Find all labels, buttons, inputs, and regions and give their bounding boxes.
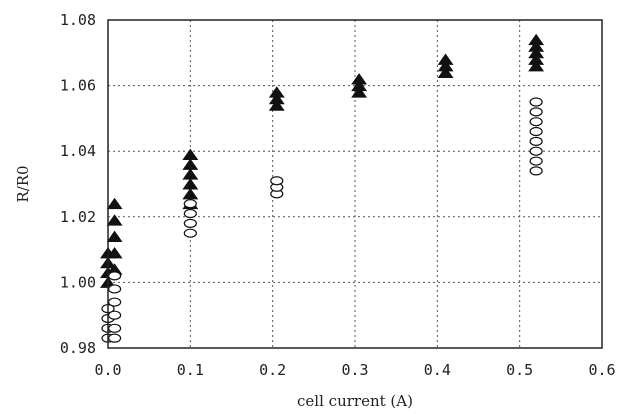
y-tick-label: 1.06 [60, 77, 96, 95]
tick-labels: 0.0 0.1 0.2 0.3 0.4 0.5 0.6 0.98 1.00 1.02 1.04 1.0… [60, 11, 616, 379]
data-point-triangle [437, 60, 454, 72]
data-point-circle [529, 97, 543, 107]
data-point-triangle [528, 53, 545, 65]
data-point-triangle [528, 40, 545, 52]
data-point-circle [529, 166, 543, 176]
data-point-circle [529, 146, 543, 156]
data-point-triangle [437, 53, 454, 65]
data-point-triangle [182, 187, 199, 200]
data-point-circle [529, 126, 543, 137]
data-point-circle [107, 310, 122, 320]
data-marks [100, 33, 545, 343]
data-point-circle [529, 136, 543, 146]
y-axis-label: R/R0 [14, 165, 32, 202]
data-point-circle [270, 176, 284, 186]
y-tick-label: 1.08 [60, 11, 96, 29]
data-point-circle [107, 271, 122, 281]
x-tick-label: 0.0 [94, 361, 121, 379]
data-point-circle [183, 199, 197, 209]
data-point-triangle [182, 168, 199, 180]
data-point-triangle [351, 79, 368, 92]
data-point-triangle [106, 247, 123, 259]
data-point-triangle [106, 214, 123, 226]
data-point-circle [183, 208, 197, 219]
y-tick-label: 1.02 [60, 208, 96, 226]
data-point-triangle [351, 86, 368, 98]
data-point-circle [107, 297, 122, 307]
data-point-circle [183, 218, 197, 228]
data-point-triangle [106, 197, 123, 210]
plot-frame [107, 19, 603, 349]
data-point-triangle [182, 178, 199, 190]
data-point-triangle [528, 60, 545, 72]
grid [108, 20, 602, 348]
data-point-triangle [437, 66, 454, 78]
data-point-triangle [182, 158, 199, 170]
x-tick-label: 0.2 [259, 361, 286, 379]
data-point-circle [107, 333, 122, 343]
data-point-circle [529, 107, 543, 117]
data-point-triangle [268, 86, 285, 98]
y-tick-label: 0.98 [60, 339, 96, 357]
x-tick-label: 0.6 [588, 361, 615, 379]
data-point-triangle [528, 46, 545, 59]
data-point-triangle [268, 92, 285, 105]
data-point-circle [107, 323, 122, 333]
x-axis-label: cell current (A) [297, 392, 413, 410]
x-tick-label: 0.3 [341, 361, 368, 379]
y-tick-label: 1.00 [60, 273, 96, 291]
x-tick-label: 0.4 [424, 361, 451, 379]
data-point-circle [183, 228, 197, 238]
data-point-triangle [351, 73, 368, 85]
x-tick-label: 0.5 [506, 361, 533, 379]
data-point-circle [529, 117, 543, 127]
data-point-circle [529, 156, 543, 166]
data-point-circle [107, 284, 122, 294]
data-point-triangle [528, 33, 545, 46]
data-point-triangle [106, 230, 123, 242]
data-point-triangle [182, 148, 199, 160]
x-tick-label: 0.1 [177, 361, 204, 379]
y-tick-label: 1.04 [60, 142, 96, 160]
data-point-triangle [268, 99, 285, 111]
